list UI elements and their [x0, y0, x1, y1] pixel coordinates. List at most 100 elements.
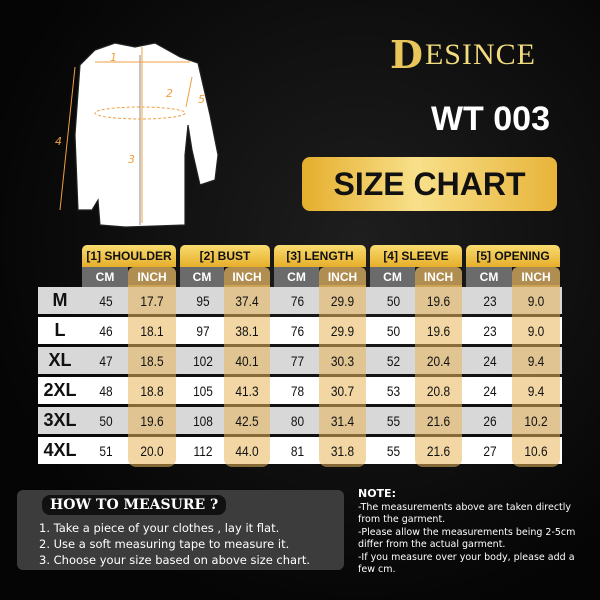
unit-header-inch: INCH — [512, 267, 560, 287]
table-cell: 37.4 — [235, 292, 259, 309]
step: 3. Choose your size based on above size … — [39, 553, 310, 567]
table-cell: 112 — [193, 442, 213, 459]
label-1: 1 — [110, 51, 117, 64]
table-cell: 80 — [290, 412, 305, 429]
unit-header-cm: CM — [466, 267, 512, 287]
table-cell: 23 — [483, 292, 497, 309]
table-cell: 9.0 — [527, 322, 545, 339]
table-row — [38, 377, 562, 404]
table-row — [38, 317, 562, 344]
table-cell: 78 — [290, 382, 305, 399]
table-cell: 18.5 — [140, 352, 164, 369]
unit-header-inch: INCH — [415, 267, 462, 287]
table-cell: 9.0 — [527, 292, 545, 309]
table-cell: 81 — [290, 442, 305, 459]
step: 1. Take a piece of your clothes , lay it… — [39, 521, 280, 535]
table-cell: 44.0 — [235, 442, 259, 459]
table-cell: 26 — [483, 412, 497, 429]
note-line: -If you measure over your body, please a… — [358, 551, 575, 576]
unit-header-inch: INCH — [224, 267, 270, 287]
table-cell: 108 — [193, 412, 213, 429]
model-number: WT 003 — [430, 100, 550, 138]
table-cell: 20.0 — [140, 442, 164, 459]
unit-header-cm: CM — [82, 267, 128, 287]
table-cell: 50 — [99, 412, 113, 429]
table-cell: 18.1 — [140, 322, 164, 339]
table-cell: 31.4 — [330, 412, 355, 429]
table-cell: 21.6 — [426, 412, 451, 429]
inch-column-highlight — [415, 285, 462, 467]
shirt-diagram: 1 2 3 4 5 — [55, 42, 219, 228]
table-row — [38, 407, 562, 434]
column-group-header: [1] SHOULDER — [82, 245, 176, 267]
how-title: HOW TO MEASURE ? — [42, 495, 227, 515]
table-row — [38, 437, 562, 464]
size-label: XL — [48, 350, 72, 370]
table-cell: 105 — [193, 382, 213, 399]
table-cell: 30.7 — [330, 382, 355, 399]
table-cell: 29.9 — [330, 322, 355, 339]
table-cell: 47 — [99, 352, 113, 369]
inch-column-highlight — [319, 285, 366, 467]
size-label: 2XL — [43, 380, 77, 400]
table-cell: 55 — [386, 442, 401, 459]
table-cell: 76 — [290, 292, 305, 309]
table-cell: 21.6 — [426, 442, 451, 459]
unit-header-cm: CM — [274, 267, 319, 287]
table-cell: 50 — [386, 322, 401, 339]
step: 2. Use a soft measuring tape to measure … — [39, 537, 290, 551]
column-group-header: [5] OPENING — [466, 245, 560, 267]
table-cell: 40.1 — [235, 352, 259, 369]
table-cell: 10.6 — [524, 442, 548, 459]
table-cell: 17.7 — [140, 292, 164, 309]
table-cell: 24 — [483, 352, 497, 369]
size-label: M — [52, 290, 68, 310]
table-cell: 48 — [99, 382, 113, 399]
table-cell: 19.6 — [140, 412, 164, 429]
brand-logo: D ESINCE — [390, 32, 536, 77]
table-cell: 19.6 — [426, 292, 451, 309]
table-cell: 42.5 — [235, 412, 259, 429]
note-line: -The measurements above are taken direct… — [358, 501, 572, 526]
column-group-header: [2] BUST — [180, 245, 270, 267]
table-cell: 29.9 — [330, 292, 355, 309]
table-cell: 95 — [196, 292, 210, 309]
label-2: 2 — [166, 87, 173, 100]
table-cell: 20.8 — [426, 382, 451, 399]
table-cell: 27 — [483, 442, 497, 459]
table-cell: 102 — [193, 352, 213, 369]
how-to-measure-box: HOW TO MEASURE ? 1. Take a piece of your… — [17, 490, 344, 570]
table-row — [38, 287, 562, 314]
table-cell: 55 — [386, 412, 401, 429]
table-cell: 50 — [386, 292, 401, 309]
column-group-header: [4] SLEEVE — [370, 245, 462, 267]
label-3: 3 — [128, 153, 135, 166]
inch-column-highlight — [128, 285, 176, 467]
table-cell: 19.6 — [426, 322, 451, 339]
unit-header-inch: INCH — [128, 267, 176, 287]
table-cell: 38.1 — [235, 322, 259, 339]
note-line: -Please allow the measurements being 2-5… — [358, 526, 576, 551]
label-4: 4 — [55, 135, 62, 148]
table-cell: 97 — [196, 322, 210, 339]
size-label: L — [54, 320, 66, 340]
table-cell: 20.4 — [426, 352, 451, 369]
table-cell: 52 — [386, 352, 401, 369]
table-cell: 53 — [386, 382, 401, 399]
size-chart-banner: SIZE CHART — [302, 157, 557, 211]
unit-header-cm: CM — [180, 267, 224, 287]
table-cell: 9.4 — [527, 352, 545, 369]
unit-header-inch: INCH — [319, 267, 366, 287]
table-cell: 9.4 — [527, 382, 545, 399]
note: NOTE: -The measurements above are taken … — [358, 487, 588, 577]
inch-column-highlight — [512, 285, 560, 467]
table-cell: 76 — [290, 322, 305, 339]
column-group-header: [3] LENGTH — [274, 245, 366, 267]
unit-header-cm: CM — [370, 267, 415, 287]
table-cell: 31.8 — [330, 442, 355, 459]
table-cell: 24 — [483, 382, 497, 399]
table-cell: 30.3 — [330, 352, 355, 369]
table-cell: 46 — [99, 322, 113, 339]
table-cell: 10.2 — [524, 412, 548, 429]
table-row — [38, 347, 562, 374]
